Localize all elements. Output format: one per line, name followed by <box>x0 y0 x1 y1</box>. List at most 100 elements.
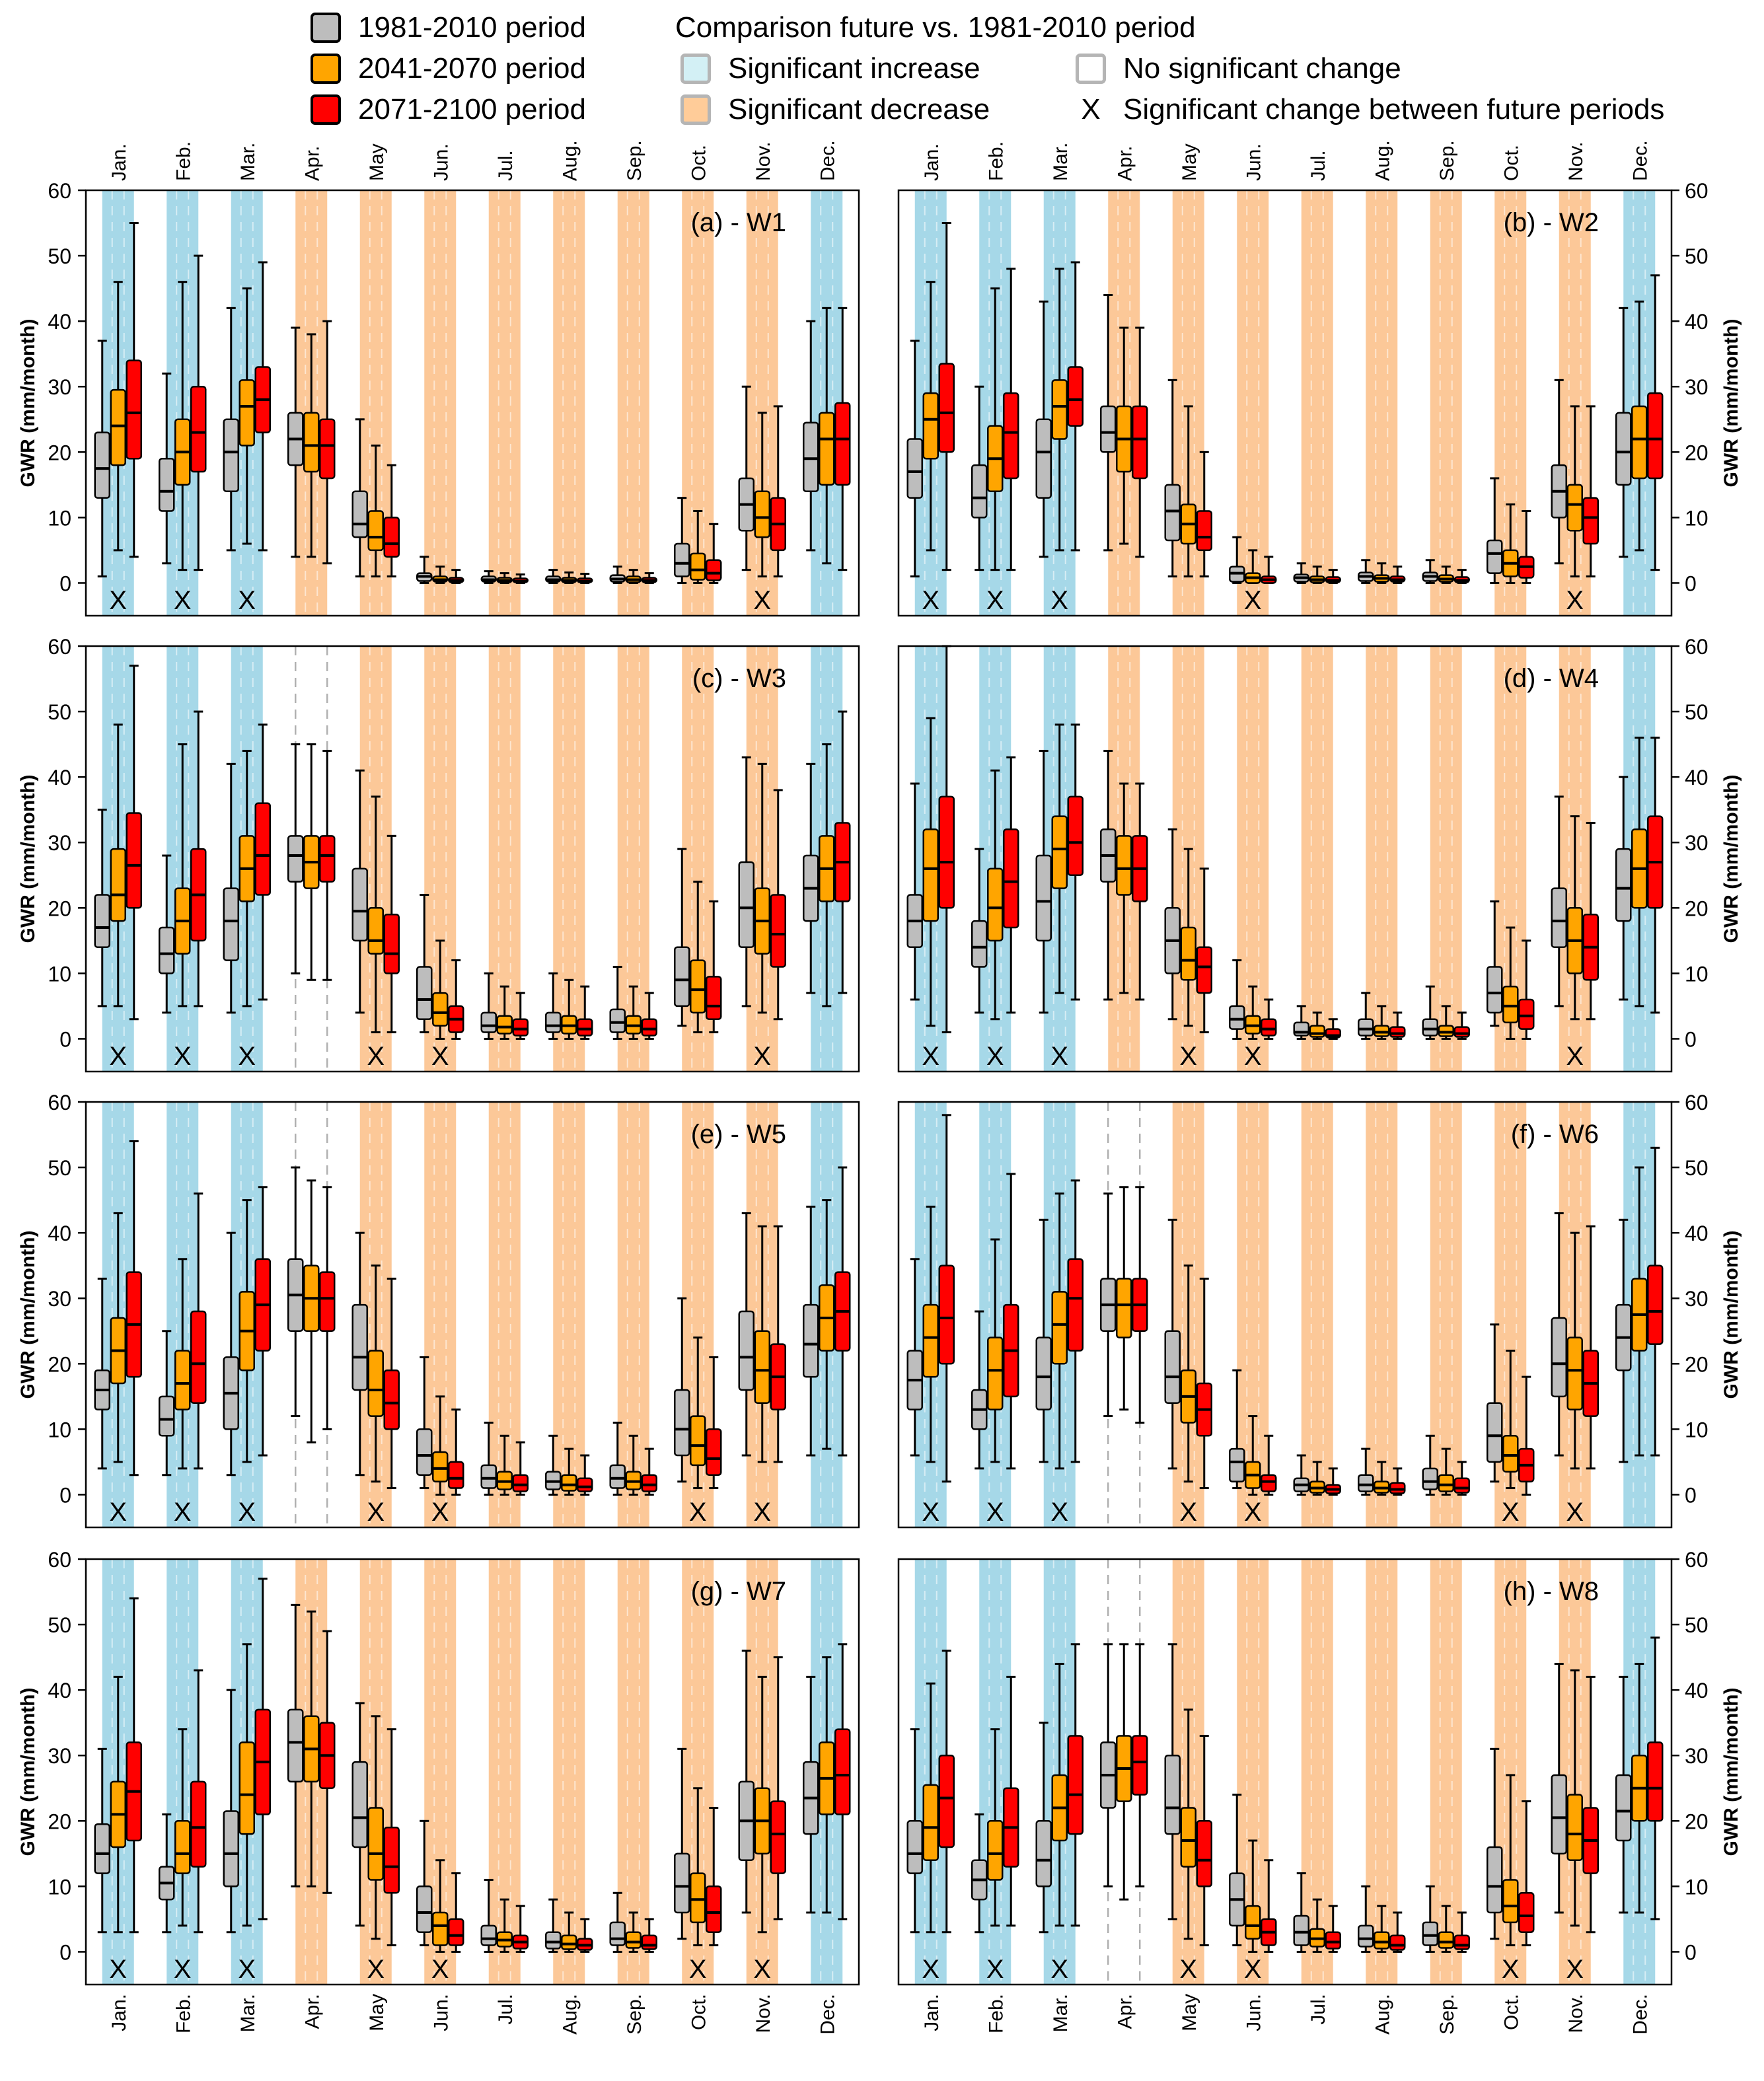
panel-2-band-8 <box>1366 190 1398 616</box>
panel-7-box-6-1 <box>416 1885 433 1933</box>
panel-7-x-mark-10: X <box>689 1955 707 1984</box>
panel-7-month-5: May <box>366 1994 388 2031</box>
legend: 1981-2010 period 2041-2070 period 2071-2… <box>0 0 1764 126</box>
panel-2-x-mark-11: X <box>1566 586 1584 615</box>
legend-item-decrease: Significant decrease <box>680 91 990 128</box>
panel-2-box-5-1 <box>1164 484 1181 542</box>
panel-8-x-mark-11: X <box>1566 1955 1584 1984</box>
panel-5-x-mark-1: X <box>109 1498 127 1527</box>
panel-5-box-8-3 <box>577 1477 593 1492</box>
panel-7-box-8-1 <box>545 1931 562 1950</box>
panel-7-box-5-2 <box>367 1807 384 1881</box>
panel-1-month-8: Aug. <box>559 140 581 181</box>
panel-7-ytick-label-10: 10 <box>48 1875 71 1899</box>
panel-7-month-7: Jul. <box>495 1994 517 2025</box>
panel-4-box-6-1 <box>1229 1005 1245 1030</box>
panel-3-ytick-label-50: 50 <box>48 700 71 724</box>
panel-2-frame <box>897 189 1673 617</box>
panel-5-box-9-3 <box>641 1474 657 1492</box>
panel-6-x-mark-11: X <box>1566 1498 1584 1527</box>
panel-1-box-1-2 <box>110 388 126 466</box>
panel-4-ytick-label-60: 60 <box>1685 635 1709 659</box>
panel-2-ytick-label-60: 60 <box>1685 179 1709 203</box>
panel-6-x-mark-5: X <box>1179 1498 1197 1527</box>
panel-5-ytick-label-30: 30 <box>48 1287 71 1311</box>
panel-8-x-mark-5: X <box>1179 1955 1197 1984</box>
panel-3-box-2-1 <box>159 926 175 974</box>
panel-4-box-7-2 <box>1309 1025 1325 1038</box>
panel-1-box-10-1 <box>674 542 690 577</box>
panel-5-ytick-label-60: 60 <box>48 1091 71 1114</box>
panel-1-box-10-2 <box>690 552 706 581</box>
legend-label-baseline: 1981-2010 period <box>358 11 586 44</box>
panel-8-month-12: Dec. <box>1629 1994 1651 2035</box>
panel-4-box-10-1 <box>1487 966 1503 1014</box>
panel-8-ytick-label-40: 40 <box>1685 1679 1709 1702</box>
panel-4-x-mark-1: X <box>922 1042 939 1071</box>
panel-8-month-7: Jul. <box>1307 1994 1329 2025</box>
panel-1-month-6: Jun. <box>430 143 452 181</box>
panel-5-ytick-label-20: 20 <box>48 1352 71 1376</box>
panel-4-x-mark-6: X <box>1244 1042 1262 1071</box>
panel-4-x-mark-2: X <box>986 1042 1004 1071</box>
panel-2-ylabel: GWR (mm/month) <box>1720 319 1742 488</box>
panel-7-x-mark-3: X <box>238 1955 256 1984</box>
baseline-swatch <box>311 13 341 43</box>
panel-4-frame <box>897 645 1673 1073</box>
panel-7-box-10-2 <box>690 1872 706 1924</box>
panel-5-x-mark-3: X <box>238 1498 256 1527</box>
panel-8-box-12-3 <box>1647 1741 1664 1822</box>
panel-5-box-8-2 <box>561 1474 577 1492</box>
panel-3-box-1-3 <box>126 812 142 909</box>
panel-3-x-mark-2: X <box>174 1042 192 1071</box>
panel-8-month-3: Mar. <box>1050 1994 1072 2032</box>
panel-6-frame <box>897 1101 1673 1529</box>
panel-3-ytick-label-10: 10 <box>48 962 71 986</box>
panel-2-box-10-1 <box>1487 539 1503 574</box>
panel-8-ytick-label-50: 50 <box>1685 1613 1709 1637</box>
panel-4-band-7 <box>1301 646 1333 1072</box>
panel-4-box-12-1 <box>1615 848 1632 922</box>
panel-8-x-mark-2: X <box>986 1955 1004 1984</box>
panel-3-box-1-1 <box>94 894 110 949</box>
panel-3-box-4-3 <box>319 835 336 883</box>
panel-1-ytick-label-60: 60 <box>48 179 71 203</box>
panel-5-x-mark-11: X <box>753 1498 771 1527</box>
panel-7-month-3: Mar. <box>237 1994 259 2032</box>
panel-8-ytick-label-60: 60 <box>1685 1548 1709 1572</box>
panel-2-x-mark-1: X <box>922 586 939 615</box>
panel-1-x-mark-11: X <box>753 586 771 615</box>
panel-4-box-11-1 <box>1551 887 1567 949</box>
panel-1-band-6 <box>424 190 457 616</box>
panel-1-ytick-label-50: 50 <box>48 244 71 268</box>
panel-5-box-10-3 <box>706 1428 722 1476</box>
panel-8-x-mark-6: X <box>1244 1955 1262 1984</box>
panel-6-box-11-2 <box>1566 1336 1583 1410</box>
panel-2-box-2-3 <box>1003 392 1019 480</box>
panel-1-box-1-3 <box>126 359 142 460</box>
panel-2-x-mark-2: X <box>986 586 1004 615</box>
panel-3-box-3-1 <box>223 887 239 961</box>
panel-1-month-4: Apr. <box>301 146 323 181</box>
panel-4-title: (d) - W4 <box>1504 664 1599 693</box>
panel-6-x-mark-10: X <box>1502 1498 1520 1527</box>
panel-8-box-5-3 <box>1196 1820 1212 1887</box>
panel-4-x-mark-5: X <box>1179 1042 1197 1071</box>
panel-8-box-5-2 <box>1180 1807 1196 1868</box>
panel-1-ytick-label-40: 40 <box>48 310 71 334</box>
legend-label-decrease: Significant decrease <box>728 93 990 126</box>
panel-1-box-3-1 <box>223 418 239 493</box>
panel-8-box-10-2 <box>1502 1879 1519 1924</box>
panel-5-box-12-1 <box>803 1303 819 1378</box>
panel-3-box-7-1 <box>480 1011 497 1033</box>
panel-3-title: (c) - W3 <box>692 664 786 693</box>
panel-2-month-11: Nov. <box>1565 142 1587 181</box>
panel-7-box-6-3 <box>448 1918 464 1946</box>
panel-1-ytick-label-20: 20 <box>48 441 71 464</box>
panel-6-box-12-3 <box>1647 1264 1664 1345</box>
panel-6-x-mark-2: X <box>986 1498 1004 1527</box>
panel-3-box-5-1 <box>351 867 368 942</box>
panel-7-ytick-label-20: 20 <box>48 1809 71 1833</box>
panel-8-month-4: Apr. <box>1114 1994 1136 2029</box>
panel-3-box-10-2 <box>690 959 706 1014</box>
